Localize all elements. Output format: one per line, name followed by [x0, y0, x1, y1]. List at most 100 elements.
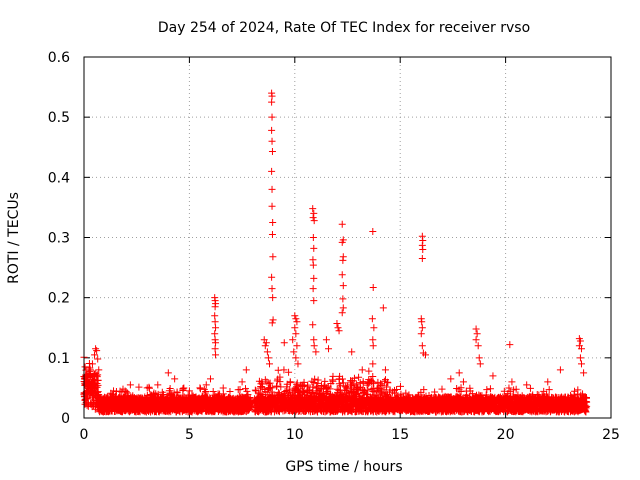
data-point [268, 137, 276, 145]
data-point [475, 354, 483, 362]
y-axis-ticks: 00.10.20.30.40.50.6 [48, 50, 611, 427]
x-tick-label: 0 [80, 427, 89, 443]
data-point [544, 378, 552, 386]
baseline-point [483, 386, 491, 394]
data-point [419, 246, 427, 254]
data-point [310, 297, 318, 305]
baseline-point [173, 389, 181, 397]
data-point [310, 217, 318, 225]
data-point [212, 324, 220, 332]
data-point [309, 285, 317, 293]
y-tick-label: 0.1 [48, 351, 70, 367]
baseline-point [180, 384, 188, 392]
data-point [358, 366, 366, 374]
data-point [338, 309, 346, 317]
baseline-point [574, 386, 582, 394]
data-point [338, 220, 346, 228]
data-point [268, 98, 276, 106]
data-point [335, 327, 343, 335]
data-point [455, 369, 463, 377]
data-points [80, 89, 591, 416]
data-point [310, 209, 318, 217]
data-point [476, 360, 484, 368]
data-point [309, 234, 317, 241]
data-point [369, 227, 377, 235]
data-point [310, 336, 318, 344]
data-point [292, 315, 300, 323]
data-point [164, 369, 172, 377]
data-point [309, 205, 317, 213]
data-point [339, 304, 347, 312]
data-point [293, 318, 301, 326]
data-point [268, 285, 276, 293]
baseline-point [122, 388, 130, 396]
data-point [268, 202, 276, 210]
baseline-point [397, 382, 405, 390]
data-point [523, 381, 531, 389]
data-point [312, 348, 320, 356]
data-point [369, 283, 377, 291]
data-point [348, 348, 356, 356]
data-point [334, 324, 342, 332]
data-point [171, 375, 179, 383]
data-point [268, 147, 276, 155]
data-point [268, 273, 276, 281]
data-point [268, 167, 276, 175]
chart-title: Day 254 of 2024, Rate Of TEC Index for r… [158, 20, 530, 36]
x-axis-label: GPS time / hours [285, 459, 402, 475]
data-point [508, 378, 516, 386]
data-point [556, 366, 564, 374]
baseline-point [526, 384, 534, 392]
data-point [381, 366, 389, 374]
plot-frame [83, 56, 612, 419]
x-tick-label: 20 [497, 427, 515, 443]
data-point [418, 324, 426, 332]
data-point [211, 345, 219, 353]
data-point [268, 126, 276, 134]
data-point [269, 316, 277, 324]
data-point [322, 336, 330, 344]
data-point [92, 345, 100, 353]
data-point [268, 185, 276, 193]
baseline-point [286, 379, 294, 387]
y-tick-label: 0.4 [48, 170, 70, 186]
data-point [268, 230, 276, 238]
data-point [368, 315, 376, 323]
data-point [418, 342, 426, 350]
data-point [489, 372, 497, 380]
data-point [472, 336, 480, 344]
data-point [339, 256, 347, 264]
data-point [81, 363, 89, 371]
data-point [474, 342, 482, 350]
data-point [269, 218, 277, 226]
y-axis-label: ROTI / TECUs [6, 192, 22, 284]
y-tick-label: 0.5 [48, 110, 70, 126]
data-point [211, 312, 219, 320]
data-point [338, 271, 346, 279]
baseline-point [209, 387, 217, 395]
baseline-point [124, 389, 132, 397]
data-point [268, 319, 276, 327]
data-point [418, 318, 426, 326]
data-point [292, 330, 300, 338]
data-point [309, 214, 317, 222]
data-point [309, 261, 317, 269]
x-tick-label: 5 [185, 427, 194, 443]
baseline-point [93, 380, 101, 388]
data-point [266, 360, 274, 368]
data-point [268, 113, 276, 121]
data-point [269, 253, 277, 261]
baseline-point [83, 401, 91, 409]
data-point [291, 324, 299, 332]
data-point [212, 339, 220, 347]
data-point [280, 339, 288, 347]
data-point [293, 342, 301, 350]
baseline-point [438, 385, 446, 393]
baseline-point [196, 385, 204, 393]
data-point [264, 354, 272, 362]
data-point [211, 318, 219, 326]
data-point [294, 360, 302, 368]
data-point [154, 381, 162, 389]
data-point [126, 381, 134, 389]
